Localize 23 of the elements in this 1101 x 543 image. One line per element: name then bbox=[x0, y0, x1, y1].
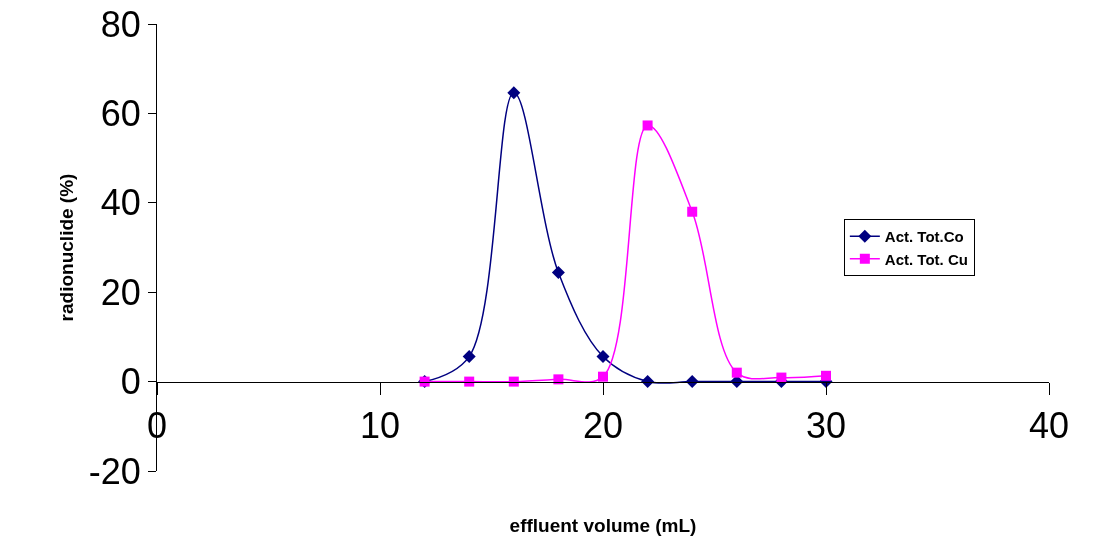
x-tick-label: 20 bbox=[582, 404, 624, 446]
point bbox=[821, 370, 831, 381]
y-tick-label: 40 bbox=[100, 182, 141, 224]
point bbox=[596, 350, 610, 364]
x-tick-label: 40 bbox=[1028, 404, 1070, 446]
y-tick-label: 80 bbox=[100, 3, 141, 45]
point bbox=[507, 86, 521, 100]
legend-label: Act. Tot. Cu bbox=[884, 250, 968, 268]
point bbox=[598, 371, 608, 382]
y-tick-label: 0 bbox=[120, 361, 141, 403]
point bbox=[642, 120, 653, 131]
legend-label: Act. Tot.Co bbox=[884, 228, 964, 246]
y-axis-title: radionuclide (%) bbox=[55, 173, 77, 322]
y-tick-label: 60 bbox=[100, 93, 141, 134]
x-tick-label: 10 bbox=[359, 404, 401, 446]
y-tick-label: 20 bbox=[100, 271, 141, 313]
x-axis-title: effluent volume (mL) bbox=[509, 515, 697, 537]
point bbox=[462, 350, 476, 364]
y-tick-label: -20 bbox=[88, 450, 141, 492]
point bbox=[687, 206, 698, 217]
point bbox=[731, 367, 742, 378]
x-tick-label: 30 bbox=[805, 404, 847, 446]
point bbox=[551, 266, 565, 280]
